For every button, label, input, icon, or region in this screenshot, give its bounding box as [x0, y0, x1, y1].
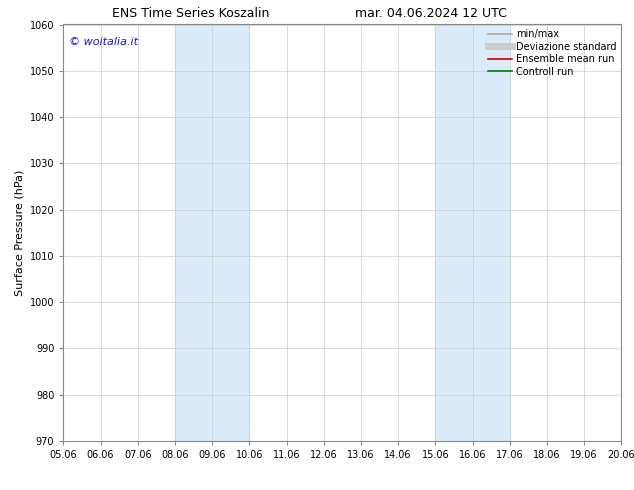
Bar: [175, 24, 249, 441]
Text: ENS Time Series Koszalin: ENS Time Series Koszalin: [112, 7, 269, 21]
Bar: [436, 24, 510, 441]
Y-axis label: Surface Pressure (hPa): Surface Pressure (hPa): [14, 170, 24, 296]
Text: © woitalia.it: © woitalia.it: [69, 37, 138, 47]
Legend: min/max, Deviazione standard, Ensemble mean run, Controll run: min/max, Deviazione standard, Ensemble m…: [486, 27, 618, 78]
Text: mar. 04.06.2024 12 UTC: mar. 04.06.2024 12 UTC: [355, 7, 507, 21]
